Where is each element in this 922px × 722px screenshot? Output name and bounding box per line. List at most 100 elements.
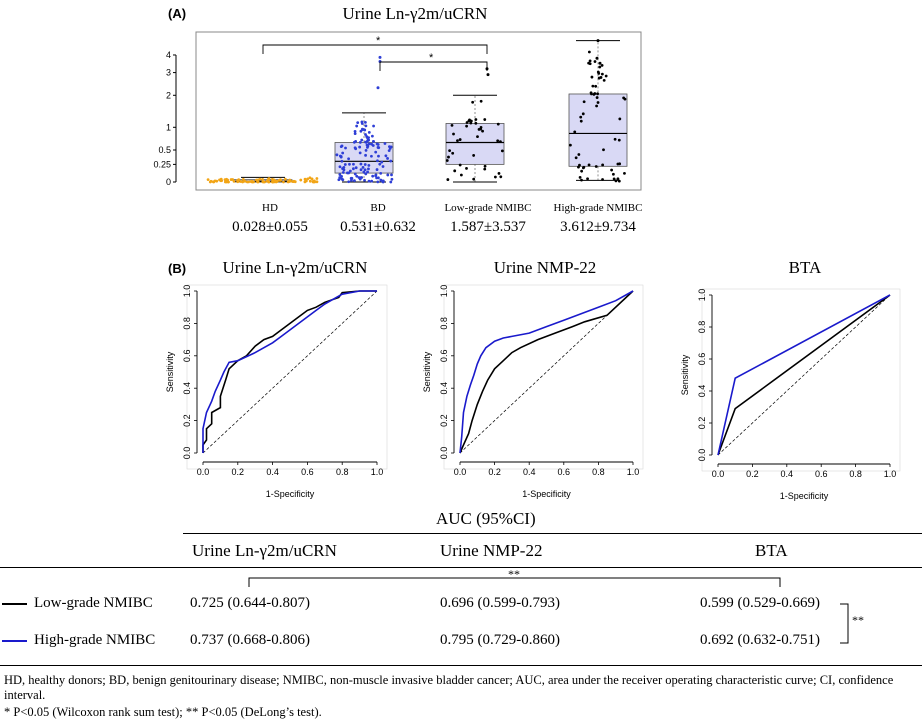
data-point — [616, 162, 620, 166]
box-iqr — [568, 93, 628, 167]
roc-x-label: 1-Specificity — [780, 491, 829, 501]
data-point — [350, 179, 353, 182]
data-point — [596, 101, 600, 104]
data-point — [347, 157, 350, 161]
data-point — [376, 180, 380, 184]
row-label-high-grade: High-grade NMIBC — [34, 632, 156, 648]
data-point — [206, 178, 210, 182]
data-point — [481, 129, 484, 133]
data-point — [594, 84, 598, 88]
roc-y-label: Sensitivity — [680, 354, 690, 395]
roc-y-label: Sensitivity — [165, 351, 175, 392]
data-point — [343, 163, 347, 166]
data-point — [364, 148, 368, 152]
data-point — [226, 178, 230, 182]
data-point — [573, 130, 577, 134]
data-point — [471, 100, 475, 104]
data-point-outlier — [595, 56, 599, 60]
data-point — [591, 84, 595, 88]
data-point — [220, 179, 224, 183]
data-point — [249, 180, 253, 183]
data-point — [367, 138, 371, 142]
data-point — [271, 180, 275, 184]
data-point — [596, 92, 599, 96]
data-point — [384, 154, 388, 158]
data-point — [359, 129, 363, 133]
sig-bracket-hd-low — [262, 44, 488, 54]
data-point — [479, 125, 483, 129]
data-point — [390, 177, 394, 181]
data-point — [477, 128, 481, 131]
data-point — [353, 179, 356, 183]
data-point — [499, 140, 502, 144]
group-stat-bd: 0.531±0.632 — [340, 219, 416, 235]
roc-x-tick-label: 0.6 — [558, 467, 571, 477]
roc-y-tick-label: 0.6 — [439, 350, 449, 363]
col-header-nmp22: Urine NMP-22 — [440, 541, 543, 560]
data-point — [579, 119, 583, 123]
data-point — [241, 178, 245, 181]
table-sig-mark-top: ** — [508, 567, 520, 581]
data-point — [374, 173, 378, 177]
data-point — [617, 138, 621, 142]
panel-a-label: (A) — [168, 6, 187, 21]
roc-frame — [701, 288, 901, 472]
table-sig-mark-right: ** — [852, 613, 864, 627]
roc-x-tick-label: 0.0 — [454, 467, 467, 477]
data-point — [472, 154, 476, 157]
data-point — [342, 166, 346, 169]
data-point — [338, 165, 342, 169]
roc-x-tick-label: 0.8 — [336, 467, 349, 477]
sig-mark-1: * — [376, 35, 381, 47]
data-point — [355, 174, 359, 178]
data-point — [474, 121, 478, 125]
data-point-outlier — [376, 86, 380, 90]
y-tick-label: 2 — [166, 90, 171, 100]
data-point — [247, 180, 250, 184]
data-point — [358, 145, 362, 149]
data-point — [364, 121, 367, 124]
data-point — [241, 180, 245, 184]
roc-y-tick-label: 0.6 — [697, 353, 707, 366]
data-point — [360, 120, 364, 124]
data-point — [499, 175, 503, 179]
data-point — [474, 118, 478, 121]
data-point — [341, 151, 345, 155]
data-point — [306, 177, 310, 181]
data-point — [312, 180, 316, 184]
data-point — [578, 176, 582, 179]
footnote-stats: * P<0.05 (Wilcoxon rank sum test); ** P<… — [4, 705, 322, 719]
data-point — [380, 160, 384, 164]
data-point — [354, 166, 358, 170]
data-point — [348, 162, 351, 166]
data-point — [358, 151, 362, 155]
data-point — [375, 168, 379, 171]
data-point-outlier — [596, 39, 600, 43]
data-point — [358, 141, 362, 144]
data-point — [308, 179, 312, 183]
data-point — [388, 145, 391, 149]
data-point — [347, 171, 351, 175]
roc-x-tick-label: 0.8 — [849, 469, 862, 479]
data-point — [372, 124, 375, 128]
data-point — [450, 124, 454, 127]
data-point — [353, 172, 357, 176]
data-point — [379, 171, 383, 175]
data-point — [593, 60, 597, 63]
data-point — [493, 175, 497, 179]
data-point — [445, 159, 449, 162]
data-point — [232, 179, 236, 183]
data-point — [613, 137, 617, 141]
data-point — [340, 159, 344, 163]
data-point — [360, 138, 364, 142]
data-point — [261, 177, 264, 181]
data-point — [283, 177, 287, 181]
data-point — [611, 172, 615, 176]
cell-high-nmp22: 0.795 (0.729-0.860) — [440, 632, 560, 648]
roc-y-tick-label: 0.2 — [182, 414, 192, 427]
data-point — [468, 118, 471, 122]
data-point — [364, 124, 368, 128]
data-point — [354, 147, 358, 151]
data-point — [255, 178, 258, 182]
data-point — [356, 121, 360, 125]
